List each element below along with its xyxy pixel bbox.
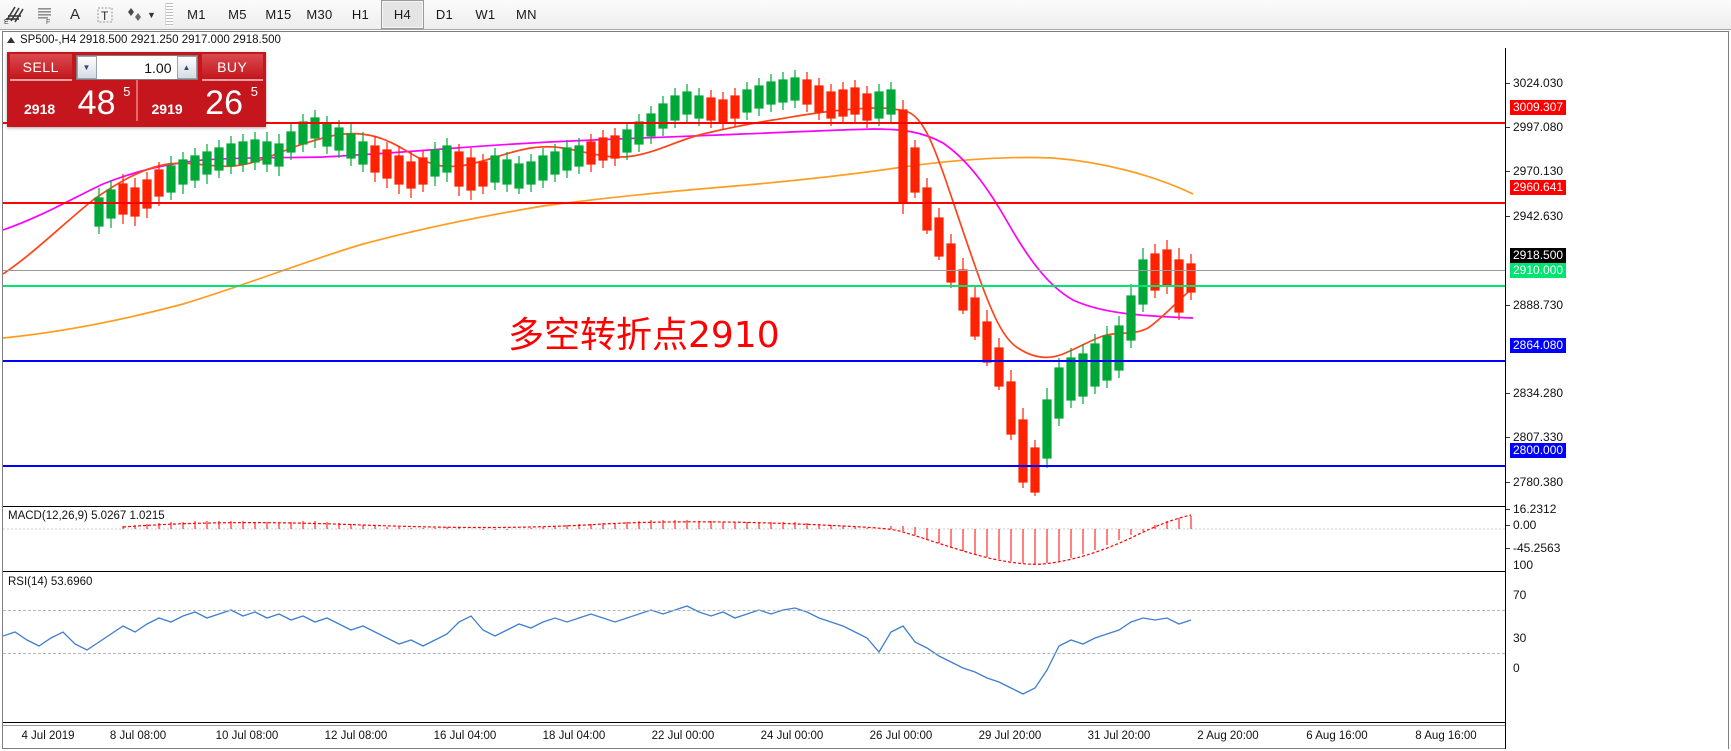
timeframe-w1[interactable]: W1 [475,7,496,22]
time-axis: 4 Jul 2019 8 Jul 08:00 10 Jul 08:00 12 J… [3,725,1505,749]
rsi-scale-label: 70 [1513,588,1527,602]
timeframe-m1[interactable]: M1 [187,7,206,22]
sell-button[interactable]: SELL [10,54,72,81]
level-line-2864[interactable] [3,360,1505,362]
scale-label-level: 2960.641 [1510,180,1567,195]
time-label: 26 Jul 00:00 [869,730,933,742]
timeframe-m30[interactable]: M30 [306,7,333,22]
time-label: 29 Jul 20:00 [978,730,1042,742]
current-price-line [3,270,1505,271]
symbol-info-bar: SP500-,H4 2918.500 2921.250 2917.000 291… [3,32,1728,47]
timeframe-m5[interactable]: M5 [228,7,247,22]
level-line-2800[interactable] [3,465,1505,467]
chart-window: SP500-,H4 2918.500 2921.250 2917.000 291… [2,31,1729,749]
level-line-2960[interactable] [3,202,1505,204]
indicators-icon[interactable]: E [0,1,30,28]
timeframe-mn[interactable]: MN [516,7,537,22]
time-label: 6 Aug 16:00 [1306,730,1368,742]
rsi-chart-svg [3,605,1192,695]
timeframe-h1[interactable]: H1 [351,7,370,22]
svg-text:F: F [46,19,50,25]
time-label: 31 Jul 20:00 [1087,730,1151,742]
trade-controls-row: SELL ▼ 1.00 ▲ BUY [7,52,266,81]
text-tool-icon[interactable]: A [69,6,80,23]
macd-chart-svg [3,514,1505,565]
scale-label: 2807.330 [1506,430,1563,444]
macd-scale-label: 0.00 [1506,518,1536,532]
bid-price-prefix: 2918 [24,101,56,117]
toolbar-grip[interactable] [164,3,173,26]
scale-label: 2888.730 [1506,298,1563,312]
timeframe-d1[interactable]: D1 [435,7,454,22]
rsi-oversold-line [3,653,1505,654]
time-label: 16 Jul 04:00 [433,730,497,742]
time-label: 8 Aug 16:00 [1415,730,1477,742]
scale-label: 2970.130 [1506,164,1563,178]
scale-label: 2997.080 [1506,120,1563,134]
macd-scale-label: -45.2563 [1506,541,1560,555]
time-label: 12 Jul 08:00 [324,730,388,742]
scale-label-level: 2910.000 [1510,263,1567,278]
svg-text:E: E [4,19,9,25]
scale-label: 2834.280 [1506,386,1563,400]
ask-price-main: 26 [205,84,243,122]
text-label-icon[interactable]: T [90,1,120,28]
symbol-info-text: SP500-,H4 2918.500 2921.250 2917.000 291… [20,33,281,46]
price-pane[interactable]: 多空转折点2910 [3,48,1505,507]
scale-label-level: 2800.000 [1510,443,1567,458]
buy-button[interactable]: BUY [201,54,263,81]
rsi-scale-label: 100 [1513,558,1534,572]
rsi-scale-label: 0 [1513,661,1520,675]
scale-label-level: 3009.307 [1510,100,1567,115]
templates-icon[interactable]: F [30,1,60,28]
rsi-pane[interactable]: RSI(14) 53.6960 [3,574,1505,723]
scale-label-level: 2864.080 [1510,338,1567,353]
time-label: 10 Jul 08:00 [215,730,279,742]
level-line-3009[interactable] [3,122,1505,124]
scale-label: 2942.630 [1506,209,1563,223]
rsi-overbought-line [3,610,1505,611]
scale-label-current-price: 2918.500 [1510,248,1567,263]
main-toolbar: E F A T ▼ M1 [0,0,1731,30]
bid-quote[interactable]: 2918 48 5 [10,80,138,121]
volume-stepper[interactable]: ▼ 1.00 ▲ [75,55,198,80]
chart-annotation-text[interactable]: 多空转折点2910 [508,315,780,356]
ask-quote[interactable]: 2919 26 5 [138,80,264,121]
time-label: 18 Jul 04:00 [542,730,606,742]
rsi-scale-label: 30 [1513,631,1527,645]
time-label: 22 Jul 00:00 [651,730,715,742]
timeframe-h4[interactable]: H4 [380,0,424,29]
price-scale-axis[interactable]: 3024.030 3009.307 2997.080 2970.130 2960… [1505,48,1728,749]
objects-icon[interactable] [120,1,150,28]
bid-price-main: 48 [77,84,116,122]
bid-price-fraction: 5 [123,84,131,99]
scale-label: 3024.030 [1506,76,1563,90]
volume-input[interactable]: 1.00 [144,59,172,76]
time-label: 4 Jul 2019 [21,730,75,742]
quotes-row: 2918 48 5 2919 26 5 [7,80,266,124]
svg-text:T: T [101,9,109,23]
scale-label: 2780.380 [1506,475,1563,489]
level-line-2910[interactable] [3,285,1505,287]
macd-label: MACD(12,26,9) 5.0267 1.0215 [8,510,165,522]
time-label: 8 Jul 08:00 [109,730,167,742]
time-label: 24 Jul 00:00 [760,730,824,742]
volume-increase-button[interactable]: ▲ [176,56,197,79]
time-label: 2 Aug 20:00 [1197,730,1259,742]
collapse-triangle-icon[interactable] [7,36,15,43]
ask-price-prefix: 2919 [151,101,183,117]
macd-pane[interactable]: MACD(12,26,9) 5.0267 1.0215 [3,509,1505,572]
ask-price-fraction: 5 [250,84,258,99]
timeframe-m15[interactable]: M15 [265,7,292,22]
one-click-trading-panel[interactable]: SELL ▼ 1.00 ▲ BUY 2918 48 5 2919 26 5 [7,52,266,127]
rsi-label: RSI(14) 53.6960 [8,576,93,588]
objects-dropdown-caret-icon[interactable]: ▼ [147,9,156,20]
price-chart-svg [3,70,1196,496]
macd-scale-label: 16.2312 [1506,502,1556,516]
volume-decrease-button[interactable]: ▼ [76,56,97,79]
